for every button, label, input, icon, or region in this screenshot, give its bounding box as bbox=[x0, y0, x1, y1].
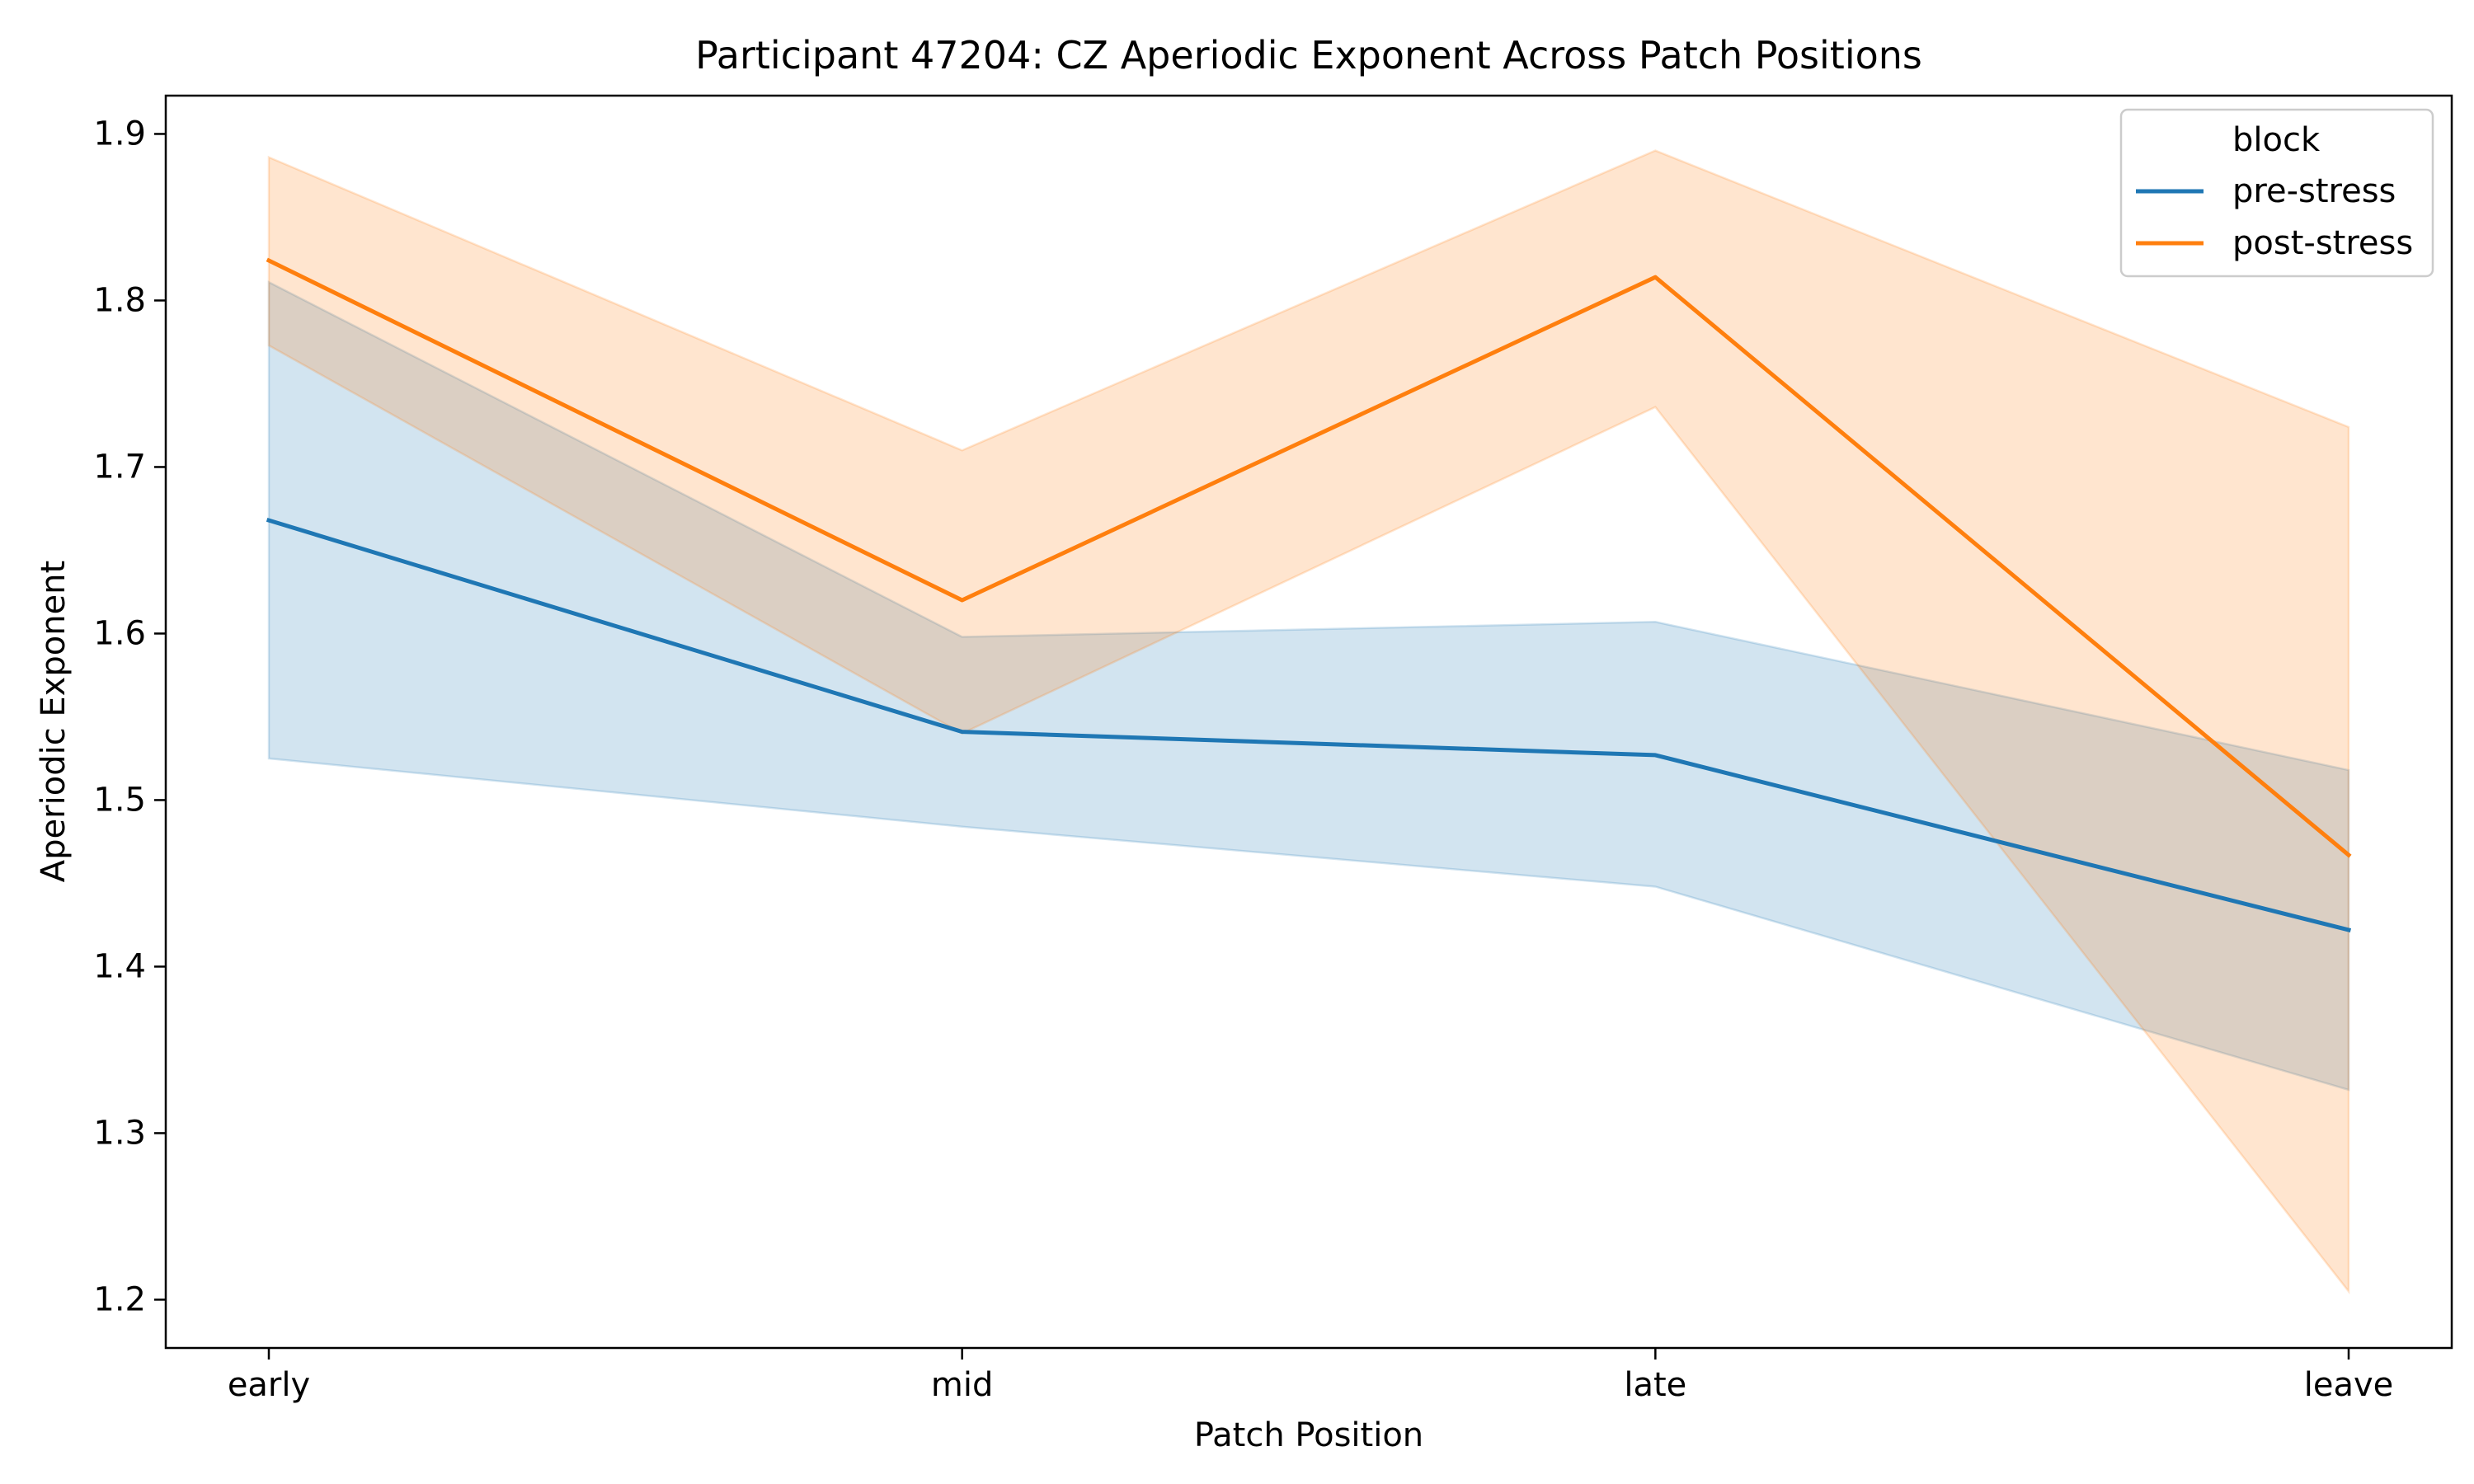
x-axis: early mid late leave bbox=[228, 1348, 2393, 1404]
y-tick-label: 1.9 bbox=[93, 115, 146, 153]
y-tick-label: 1.4 bbox=[93, 947, 146, 985]
y-tick-label: 1.7 bbox=[93, 448, 146, 486]
series-line-pre-stress bbox=[266, 517, 2352, 933]
series-lines bbox=[266, 257, 2352, 933]
legend-items: pre-stress post-stress bbox=[2136, 172, 2413, 262]
plot-frame bbox=[164, 94, 2453, 1350]
legend-item-post-stress: post-stress bbox=[2136, 224, 2413, 262]
legend-title: block bbox=[2232, 121, 2321, 159]
confidence-bands bbox=[267, 149, 2350, 1294]
series-pre-stress bbox=[266, 517, 2352, 933]
y-tick-label: 1.6 bbox=[93, 614, 146, 652]
y-tick-label: 1.5 bbox=[93, 781, 146, 819]
y-tick-label: 1.2 bbox=[93, 1280, 146, 1318]
series-post-stress bbox=[266, 257, 2352, 858]
y-axis-label: Aperiodic Exponent bbox=[35, 561, 73, 882]
y-tick-label: 1.3 bbox=[93, 1114, 146, 1152]
x-tick-label-late: late bbox=[1624, 1366, 1686, 1404]
y-tick-label: 1.8 bbox=[93, 281, 146, 319]
confidence-band-post-stress bbox=[267, 149, 2350, 1294]
series-line-post-stress bbox=[266, 257, 2352, 858]
confidence-band-pre-stress bbox=[267, 280, 2350, 1092]
chart-title: Participant 47204: CZ Aperiodic Exponent… bbox=[695, 33, 1922, 77]
x-axis-label: Patch Position bbox=[1194, 1416, 1423, 1454]
x-tick-label-mid: mid bbox=[931, 1366, 993, 1404]
legend-box bbox=[2119, 108, 2434, 278]
y-axis: 1.2 1.3 1.4 1.5 1.6 1.7 1.8 1.9 bbox=[93, 115, 166, 1318]
x-tick-label-leave: leave bbox=[2304, 1366, 2394, 1404]
legend-label: pre-stress bbox=[2232, 172, 2396, 210]
x-tick-label-early: early bbox=[228, 1366, 310, 1404]
legend-item-pre-stress: pre-stress bbox=[2136, 172, 2396, 210]
legend-label: post-stress bbox=[2232, 224, 2413, 262]
legend: block pre-stress post-stress bbox=[2119, 108, 2434, 278]
